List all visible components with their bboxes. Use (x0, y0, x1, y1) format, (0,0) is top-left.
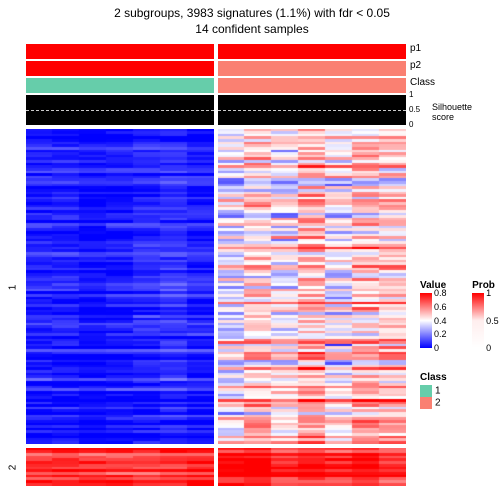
legend-class-item: 1 (420, 385, 447, 397)
anno-labels: p1 p2 Class (410, 44, 435, 95)
legend-swatch-label: 1 (435, 386, 441, 397)
heatmap-canvas-1-right (218, 129, 406, 444)
colorbar-value (420, 293, 432, 348)
title-line-1: 2 subgroups, 3983 signatures (1.1%) with… (0, 6, 504, 22)
anno-silhouette (26, 95, 406, 125)
colorbar-prob (472, 293, 484, 348)
legend-class-title: Class (420, 372, 447, 383)
heatmap-canvas-1-left (26, 129, 214, 444)
legend-value-prob: Value 0.80.60.40.20 Prob 10.50 (420, 280, 495, 348)
row-label-1: 1 (7, 284, 18, 290)
label-p2: p2 (410, 61, 435, 78)
title-line-2: 14 confident samples (0, 22, 504, 38)
heatmap-canvas-2-left (26, 448, 214, 486)
anno-p1 (26, 44, 406, 59)
heatmap-block-2 (26, 448, 406, 486)
legend-class: Class 12 (420, 372, 447, 409)
anno-class (26, 78, 406, 93)
label-p1: p1 (410, 44, 435, 61)
legend-class-item: 2 (420, 397, 447, 409)
chart-title: 2 subgroups, 3983 signatures (1.1%) with… (0, 0, 504, 37)
anno-p2 (26, 61, 406, 76)
plot-area (26, 44, 406, 494)
heatmap-block-1 (26, 129, 406, 444)
row-label-2: 2 (7, 465, 18, 471)
legend-swatch-label: 2 (435, 398, 441, 409)
label-silhouette: Silhouettescore (432, 103, 472, 123)
legend-swatch (420, 385, 432, 397)
heatmap-canvas-2-right (218, 448, 406, 486)
label-class: Class (410, 78, 435, 95)
legend-prob-title: Prob (472, 280, 495, 291)
legend-swatch (420, 397, 432, 409)
